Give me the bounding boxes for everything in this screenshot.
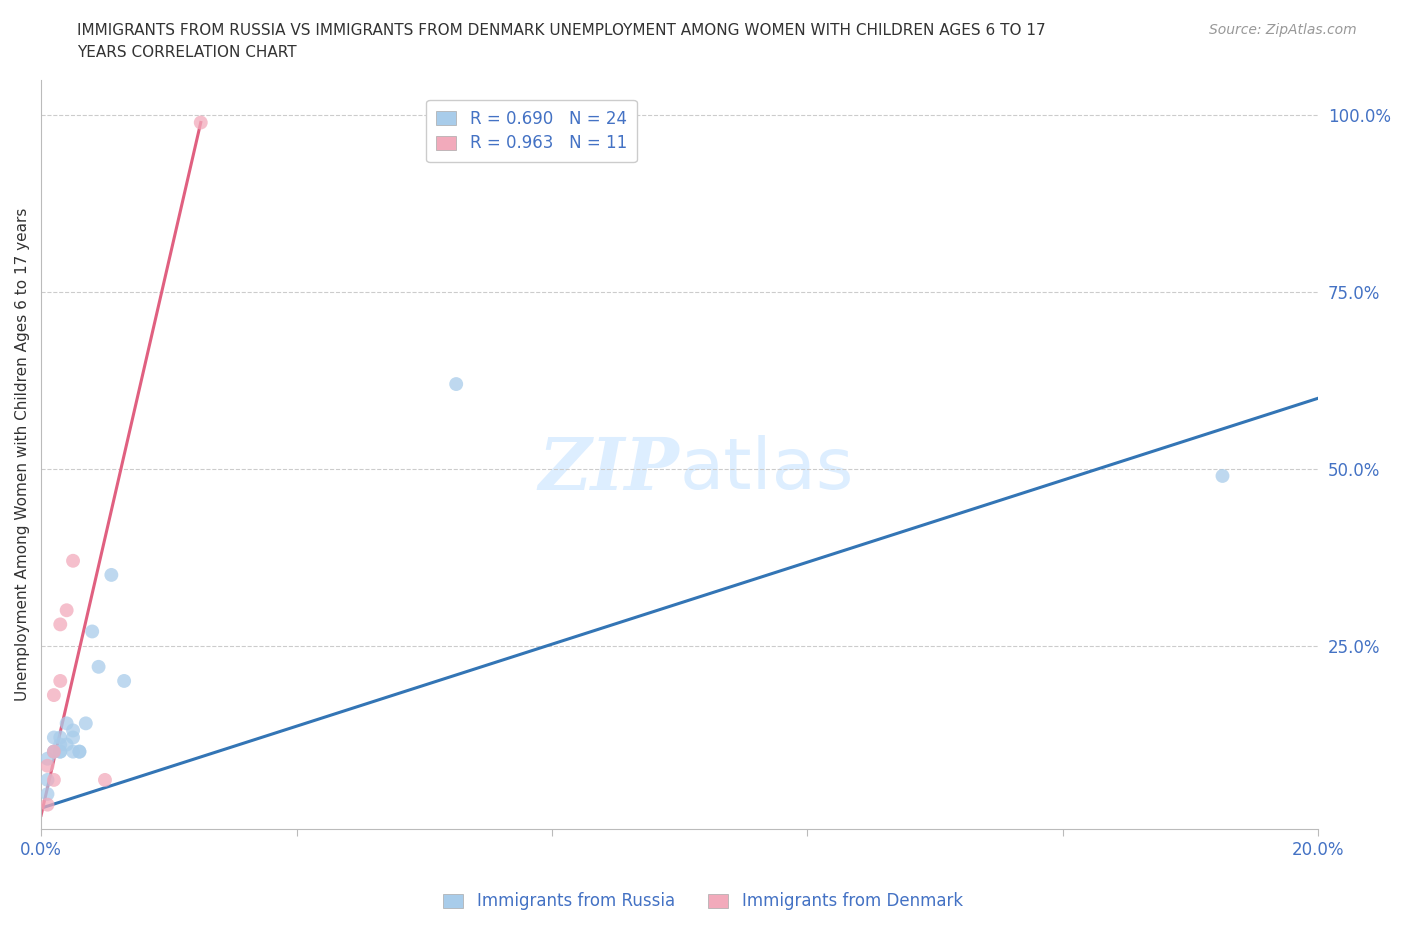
Point (37, 787, 59, 802)
Point (55, 737, 77, 752)
Point (55, 603, 77, 618)
Point (62, 723, 84, 737)
Point (42, 744, 65, 759)
Legend: R = 0.690   N = 24, R = 0.963   N = 11: R = 0.690 N = 24, R = 0.963 N = 11 (426, 100, 637, 163)
Point (444, 377, 467, 392)
Text: IMMIGRANTS FROM RUSSIA VS IMMIGRANTS FROM DENMARK UNEMPLOYMENT AMONG WOMEN WITH : IMMIGRANTS FROM RUSSIA VS IMMIGRANTS FRO… (77, 23, 1046, 38)
Y-axis label: Unemployment Among Women with Children Ages 6 to 17 years: Unemployment Among Women with Children A… (15, 208, 30, 701)
Text: YEARS CORRELATION CHART: YEARS CORRELATION CHART (77, 45, 297, 60)
Point (49, 673, 72, 688)
Point (42, 687, 65, 702)
Point (67, 744, 90, 759)
Point (37, 758, 59, 773)
Point (42, 744, 65, 759)
Point (94, 773, 117, 788)
Point (1211, 469, 1233, 484)
Text: atlas: atlas (679, 435, 853, 504)
Point (82, 624, 104, 639)
Point (62, 744, 84, 759)
Point (37, 773, 59, 788)
Point (67, 744, 90, 759)
Legend: Immigrants from Russia, Immigrants from Denmark: Immigrants from Russia, Immigrants from … (437, 885, 969, 917)
Point (190, 115, 212, 130)
Point (42, 744, 65, 759)
Point (42, 773, 65, 788)
Point (49, 744, 72, 759)
Point (49, 744, 72, 759)
Point (62, 553, 84, 568)
Point (49, 737, 72, 752)
Point (37, 797, 59, 812)
Point (49, 730, 72, 745)
Point (87, 659, 110, 674)
Point (75, 716, 97, 731)
Point (37, 751, 59, 766)
Text: Source: ZipAtlas.com: Source: ZipAtlas.com (1209, 23, 1357, 37)
Text: ZIP: ZIP (538, 434, 679, 505)
Point (62, 730, 84, 745)
Point (49, 617, 72, 631)
Point (42, 730, 65, 745)
Point (100, 567, 122, 582)
Point (112, 673, 135, 688)
Point (55, 716, 77, 731)
